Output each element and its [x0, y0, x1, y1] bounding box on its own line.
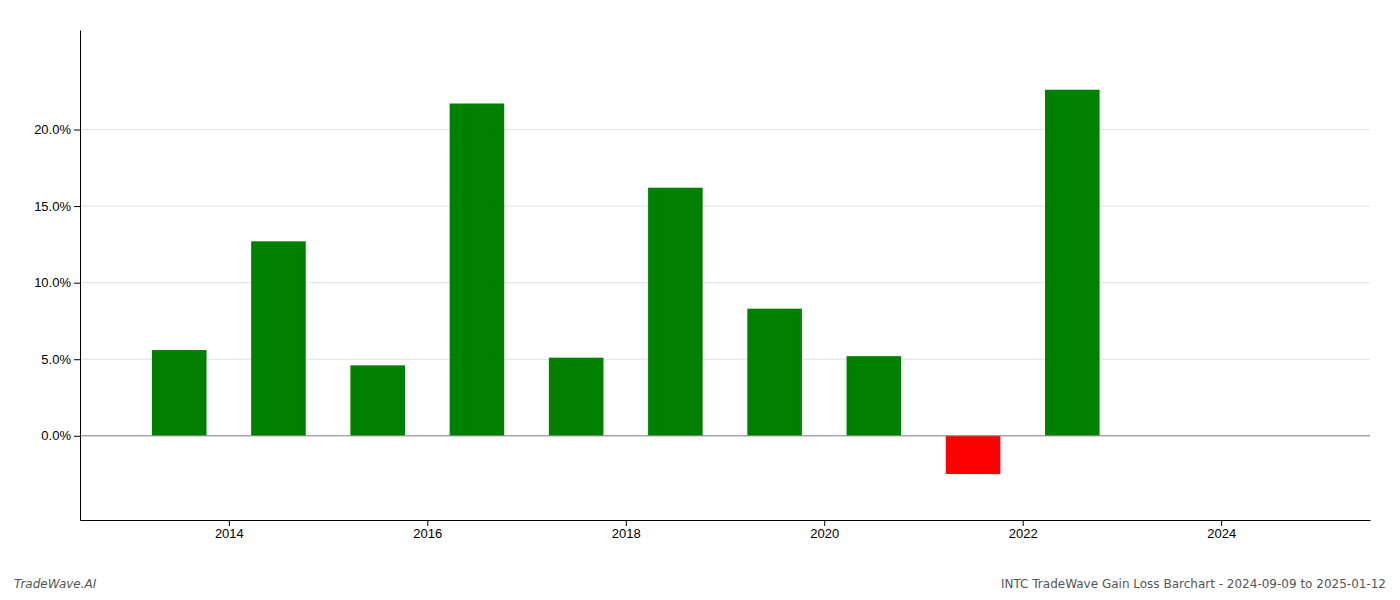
- x-tick-label: 2024: [1207, 526, 1236, 541]
- bar: [847, 356, 902, 436]
- x-tick: 2018: [612, 520, 641, 541]
- bar: [152, 350, 207, 436]
- y-tick: 20.0%: [34, 122, 80, 137]
- y-tick-label: 0.0%: [41, 428, 71, 443]
- y-tick: 5.0%: [41, 352, 80, 367]
- grid-line: [80, 435, 1370, 436]
- x-tick-label: 2014: [215, 526, 244, 541]
- x-axis: 2014 2016 2018 2020 2022 2024: [81, 520, 1371, 541]
- x-tick: 2016: [413, 520, 442, 541]
- y-tick-label: 5.0%: [41, 352, 71, 367]
- bar: [350, 365, 405, 435]
- footer-left: TradeWave.AI: [14, 577, 97, 591]
- y-tick-mark: [74, 283, 80, 284]
- bar: [648, 188, 703, 436]
- bar: [1045, 90, 1100, 436]
- x-tick: 2014: [215, 520, 244, 541]
- x-tick: 2020: [810, 520, 839, 541]
- x-tick-mark: [229, 520, 230, 526]
- grid: [80, 130, 1370, 436]
- x-tick-label: 2016: [413, 526, 442, 541]
- x-tick: 2022: [1009, 520, 1038, 541]
- y-tick: 15.0%: [34, 199, 80, 214]
- x-tick-label: 2022: [1009, 526, 1038, 541]
- x-tick-mark: [1221, 520, 1222, 526]
- x-axis-line: [81, 520, 1371, 521]
- y-tick-mark: [74, 206, 80, 207]
- y-tick: 0.0%: [41, 428, 80, 443]
- x-tick-mark: [427, 520, 428, 526]
- x-tick-mark: [626, 520, 627, 526]
- y-tick-mark: [74, 359, 80, 360]
- footer-right: INTC TradeWave Gain Loss Barchart - 2024…: [1001, 577, 1386, 591]
- y-tick: 10.0%: [34, 275, 80, 290]
- x-tick-mark: [1023, 520, 1024, 526]
- x-tick: 2024: [1207, 520, 1236, 541]
- y-tick-label: 10.0%: [34, 275, 71, 290]
- x-tick-mark: [824, 520, 825, 526]
- y-tick-mark: [74, 436, 80, 437]
- bar: [450, 104, 505, 436]
- bars: [152, 90, 1100, 474]
- y-tick-mark: [74, 130, 80, 131]
- y-axis-line: [80, 31, 81, 521]
- bar: [747, 309, 802, 436]
- zero-line: [80, 435, 1370, 436]
- y-axis: 0.0% 5.0% 10.0% 15.0% 20.0%: [34, 31, 80, 521]
- chart: 0.0%5.0%10.0%15.0%20.0%20142016201820202…: [0, 0, 1400, 600]
- grid-line: [80, 206, 1370, 207]
- bar: [549, 358, 604, 436]
- x-tick-label: 2018: [612, 526, 641, 541]
- bar: [251, 241, 306, 435]
- y-tick-label: 15.0%: [34, 199, 71, 214]
- bar: [946, 436, 1001, 474]
- grid-line: [80, 129, 1370, 130]
- plot: 0.0%5.0%10.0%15.0%20.0%20142016201820202…: [34, 31, 1370, 542]
- x-tick-label: 2020: [810, 526, 839, 541]
- y-tick-label: 20.0%: [34, 122, 71, 137]
